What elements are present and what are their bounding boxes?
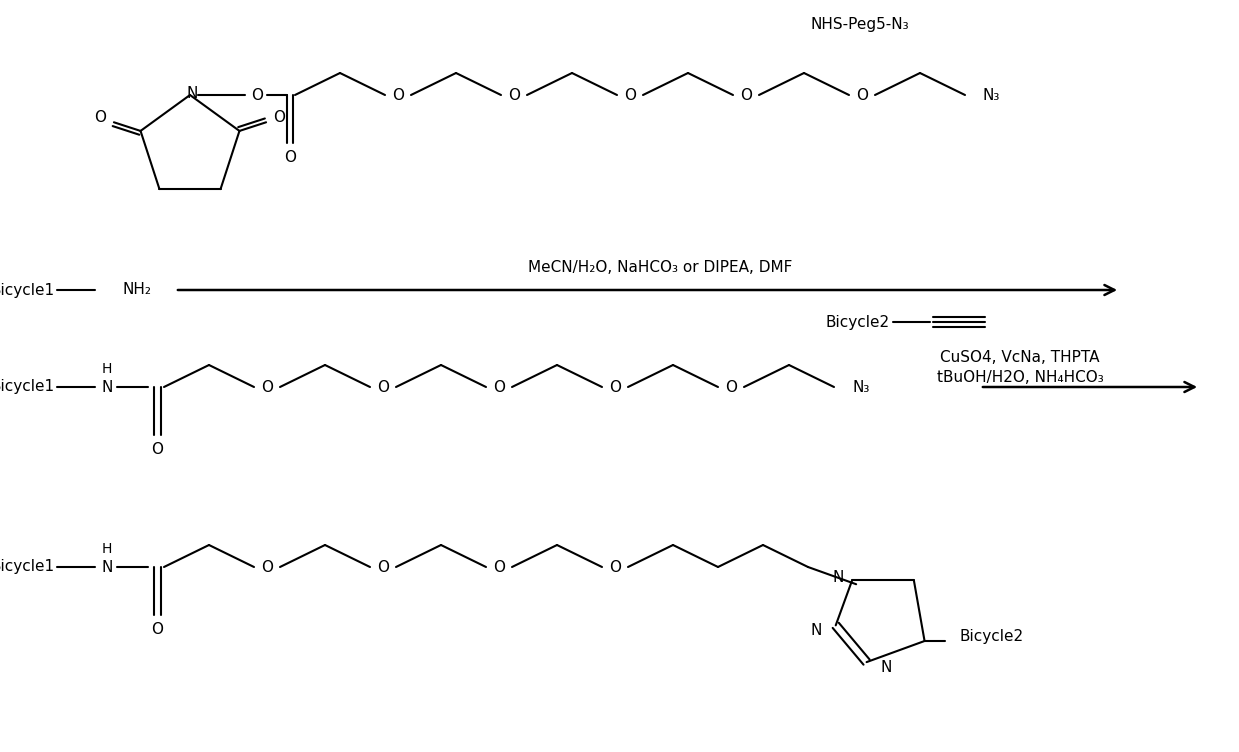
Text: N₃: N₃ bbox=[852, 380, 870, 395]
Text: N: N bbox=[810, 623, 821, 638]
Text: O: O bbox=[151, 441, 164, 456]
Text: O: O bbox=[274, 111, 285, 126]
Text: O: O bbox=[151, 621, 164, 636]
Text: H: H bbox=[102, 362, 113, 376]
Text: O: O bbox=[392, 87, 404, 102]
Text: NHS-Peg5-N₃: NHS-Peg5-N₃ bbox=[810, 17, 909, 32]
Text: N: N bbox=[881, 660, 892, 675]
Text: MeCN/H₂O, NaHCO₃ or DIPEA, DMF: MeCN/H₂O, NaHCO₃ or DIPEA, DMF bbox=[528, 260, 792, 275]
Text: N: N bbox=[102, 559, 113, 575]
Text: O: O bbox=[725, 380, 737, 395]
Text: tBuOH/H2O, NH₄HCO₃: tBuOH/H2O, NH₄HCO₃ bbox=[937, 369, 1104, 384]
Text: Bicycle1: Bicycle1 bbox=[0, 380, 55, 395]
Text: O: O bbox=[252, 87, 263, 102]
Text: O: O bbox=[261, 380, 273, 395]
Text: N: N bbox=[833, 570, 844, 585]
Text: Bicycle1: Bicycle1 bbox=[0, 559, 55, 575]
Text: Bicycle2: Bicycle2 bbox=[826, 314, 890, 329]
Text: Bicycle1: Bicycle1 bbox=[0, 283, 55, 298]
Text: H: H bbox=[102, 542, 113, 556]
Text: N₃: N₃ bbox=[983, 87, 1000, 102]
Text: NH₂: NH₂ bbox=[121, 283, 151, 298]
Text: O: O bbox=[624, 87, 636, 102]
Text: N: N bbox=[102, 380, 113, 395]
Text: O: O bbox=[94, 111, 107, 126]
Text: O: O bbox=[610, 380, 621, 395]
Text: O: O bbox=[610, 559, 621, 575]
Text: Bicycle2: Bicycle2 bbox=[959, 629, 1023, 644]
Text: O: O bbox=[493, 559, 506, 575]
Text: O: O bbox=[261, 559, 273, 575]
Text: O: O bbox=[377, 380, 389, 395]
Text: O: O bbox=[508, 87, 520, 102]
Text: CuSO4, VcNa, THPTA: CuSO4, VcNa, THPTA bbox=[940, 350, 1100, 365]
Text: O: O bbox=[284, 150, 296, 165]
Text: O: O bbox=[377, 559, 389, 575]
Text: O: O bbox=[856, 87, 869, 102]
Text: O: O bbox=[740, 87, 752, 102]
Text: O: O bbox=[493, 380, 506, 395]
Text: N: N bbox=[186, 86, 198, 101]
